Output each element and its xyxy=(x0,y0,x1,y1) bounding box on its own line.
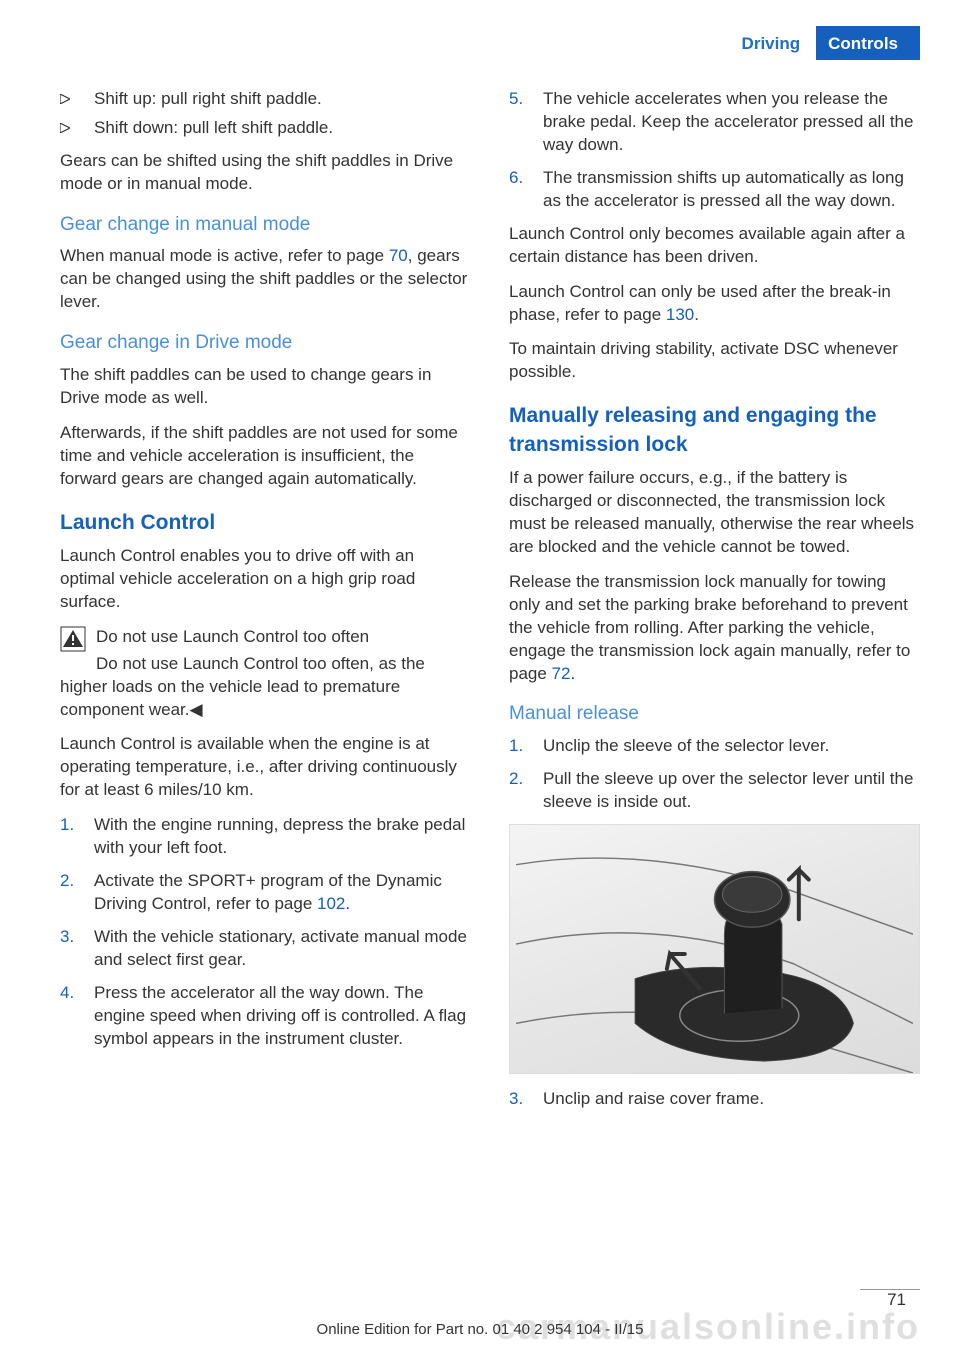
section-heading: Launch Control xyxy=(60,509,471,537)
step-text: The transmission shifts up automatically… xyxy=(543,167,920,213)
body-text: Launch Control enables you to drive off … xyxy=(60,545,471,614)
body-text: If a power failure occurs, e.g., if the … xyxy=(509,467,920,559)
body-text: Launch Control can only be used after th… xyxy=(509,281,920,327)
page-reference-link[interactable]: 130 xyxy=(666,305,694,324)
step-number: 2. xyxy=(509,768,543,814)
step-text: Press the accelerator all the way down. … xyxy=(94,982,471,1051)
step-number: 2. xyxy=(60,870,94,916)
list-item: 1. Unclip the sleeve of the selector lev… xyxy=(509,735,920,758)
page-number: 71 xyxy=(887,1289,906,1312)
warning-icon xyxy=(60,626,90,659)
list-item: Shift down: pull left shift paddle. xyxy=(60,117,471,140)
list-item: 2. Activate the SPORT+ program of the Dy… xyxy=(60,870,471,916)
step-text: Activate the SPORT+ program of the Dynam… xyxy=(94,870,471,916)
list-item: 4. Press the accelerator all the way dow… xyxy=(60,982,471,1051)
step-text: Unclip and raise cover frame. xyxy=(543,1088,920,1111)
right-column: 5. The vehicle accelerates when you rele… xyxy=(509,88,920,1121)
bullet-text: Shift down: pull left shift paddle. xyxy=(94,117,333,140)
triangle-bullet-icon xyxy=(60,88,94,111)
step-number: 3. xyxy=(60,926,94,972)
footer-text: Online Edition for Part no. 01 40 2 954 … xyxy=(0,1320,960,1340)
text-span: When manual mode is active, refer to pag… xyxy=(60,246,389,265)
body-text: The shift paddles can be used to change … xyxy=(60,364,471,410)
page-content: Shift up: pull right shift paddle. Shift… xyxy=(60,88,920,1121)
list-item: Shift up: pull right shift paddle. xyxy=(60,88,471,111)
step-number: 5. xyxy=(509,88,543,157)
body-text: Launch Control is available when the eng… xyxy=(60,733,471,802)
step-number: 3. xyxy=(509,1088,543,1111)
bullet-list: Shift up: pull right shift paddle. Shift… xyxy=(60,88,471,140)
body-text: Launch Control only becomes available ag… xyxy=(509,223,920,269)
step-text: The vehicle accelerates when you release… xyxy=(543,88,920,157)
list-item: 6. The transmission shifts up automatica… xyxy=(509,167,920,213)
list-item: 3. Unclip and raise cover frame. xyxy=(509,1088,920,1111)
step-number: 1. xyxy=(509,735,543,758)
page-reference-link[interactable]: 72 xyxy=(552,664,571,683)
subsection-heading: Gear change in Drive mode xyxy=(60,330,471,356)
header-chapter-label: Controls xyxy=(816,26,920,60)
warning-callout: Do not use Launch Control too often Do n… xyxy=(60,626,471,722)
warning-title: Do not use Launch Control too often xyxy=(60,626,471,649)
body-text: Afterwards, if the shift paddles are not… xyxy=(60,422,471,491)
subsection-heading: Manual release xyxy=(509,701,920,727)
body-text: To maintain driving stability, activate … xyxy=(509,338,920,384)
header-tabs: Driving Controls xyxy=(726,26,920,60)
list-item: 5. The vehicle accelerates when you rele… xyxy=(509,88,920,157)
step-text: With the vehicle stationary, activate ma… xyxy=(94,926,471,972)
text-span: Activate the SPORT+ program of the Dynam… xyxy=(94,871,442,913)
page-reference-link[interactable]: 102 xyxy=(317,894,345,913)
section-heading: Manually releasing and engaging the tran… xyxy=(509,402,920,459)
header-section-label: Driving xyxy=(726,26,817,60)
bullet-text: Shift up: pull right shift paddle. xyxy=(94,88,322,111)
step-text: With the engine running, depress the bra… xyxy=(94,814,471,860)
body-text: Gears can be shifted using the shift pad… xyxy=(60,150,471,196)
triangle-bullet-icon xyxy=(60,117,94,140)
step-text: Unclip the sleeve of the selector lever. xyxy=(543,735,920,758)
list-item: 1. With the engine running, depress the … xyxy=(60,814,471,860)
step-number: 6. xyxy=(509,167,543,213)
list-item: 2. Pull the sleeve up over the selector … xyxy=(509,768,920,814)
selector-lever-figure xyxy=(509,824,920,1074)
step-text: Pull the sleeve up over the selector lev… xyxy=(543,768,920,814)
step-number: 1. xyxy=(60,814,94,860)
text-span: . xyxy=(345,894,350,913)
text-span: . xyxy=(694,305,699,324)
subsection-heading: Gear change in manual mode xyxy=(60,212,471,238)
step-number: 4. xyxy=(60,982,94,1051)
warning-body: Do not use Launch Control too often, as … xyxy=(60,654,425,719)
text-span: . xyxy=(570,664,575,683)
left-column: Shift up: pull right shift paddle. Shift… xyxy=(60,88,471,1121)
page-reference-link[interactable]: 70 xyxy=(389,246,408,265)
body-text: When manual mode is active, refer to pag… xyxy=(60,245,471,314)
text-span: Launch Control can only be used after th… xyxy=(509,282,891,324)
body-text: Release the transmission lock manually f… xyxy=(509,571,920,686)
list-item: 3. With the vehicle stationary, activate… xyxy=(60,926,471,972)
